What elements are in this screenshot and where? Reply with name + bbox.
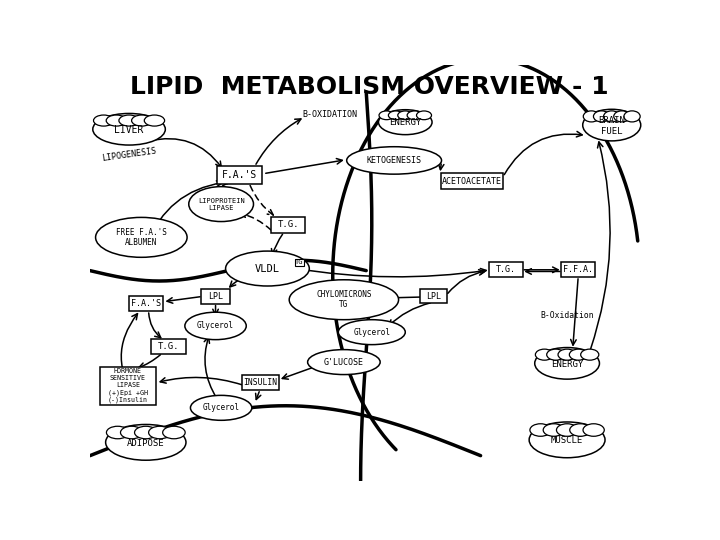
Text: T.G.: T.G. xyxy=(158,342,179,351)
Text: MUSCLE: MUSCLE xyxy=(551,436,583,446)
Text: LIVER: LIVER xyxy=(114,125,144,135)
Text: CHYLOMICRONS
TG: CHYLOMICRONS TG xyxy=(316,290,372,309)
Text: KETOGENESIS: KETOGENESIS xyxy=(366,156,422,165)
Ellipse shape xyxy=(106,424,186,460)
Text: B-OXIDATION: B-OXIDATION xyxy=(302,110,357,119)
Ellipse shape xyxy=(135,426,157,439)
Ellipse shape xyxy=(543,424,564,436)
Ellipse shape xyxy=(613,111,630,122)
Ellipse shape xyxy=(93,113,166,145)
Ellipse shape xyxy=(289,280,399,320)
Text: FREE F.A.'S
ALBUMEN: FREE F.A.'S ALBUMEN xyxy=(116,228,167,247)
Text: ENERGY: ENERGY xyxy=(389,118,421,127)
Ellipse shape xyxy=(593,111,610,122)
Text: Glycerol: Glycerol xyxy=(354,328,390,336)
Ellipse shape xyxy=(347,147,441,174)
Ellipse shape xyxy=(570,424,591,436)
Ellipse shape xyxy=(581,349,599,360)
Text: LPL: LPL xyxy=(426,292,441,301)
Text: ENERGY: ENERGY xyxy=(551,360,583,369)
Text: F.A.'S: F.A.'S xyxy=(131,299,161,308)
Ellipse shape xyxy=(190,395,252,420)
Text: B-Oxidation: B-Oxidation xyxy=(541,312,595,320)
Text: LIPOGENESIS: LIPOGENESIS xyxy=(101,147,157,163)
Ellipse shape xyxy=(582,109,641,141)
Ellipse shape xyxy=(558,349,576,360)
Ellipse shape xyxy=(94,115,114,126)
Text: LIPOPROTEIN
LIPASE: LIPOPROTEIN LIPASE xyxy=(198,198,245,211)
Ellipse shape xyxy=(132,115,152,126)
FancyBboxPatch shape xyxy=(201,289,230,304)
Ellipse shape xyxy=(189,187,253,221)
Text: LIPID  METABOLISM OVERVIEW - 1: LIPID METABOLISM OVERVIEW - 1 xyxy=(130,75,608,99)
Text: T.G.: T.G. xyxy=(277,220,299,230)
Text: F.A.'S: F.A.'S xyxy=(222,170,257,180)
FancyBboxPatch shape xyxy=(420,289,446,303)
FancyBboxPatch shape xyxy=(561,262,595,277)
Ellipse shape xyxy=(583,111,600,122)
FancyBboxPatch shape xyxy=(271,217,305,233)
FancyBboxPatch shape xyxy=(242,375,279,390)
Ellipse shape xyxy=(107,115,127,126)
Ellipse shape xyxy=(583,424,604,436)
Ellipse shape xyxy=(148,426,171,439)
Ellipse shape xyxy=(536,349,554,360)
Ellipse shape xyxy=(546,349,564,360)
Ellipse shape xyxy=(397,111,413,120)
Ellipse shape xyxy=(338,320,405,345)
Text: F.F.A.: F.F.A. xyxy=(563,265,593,274)
Ellipse shape xyxy=(535,348,600,379)
Ellipse shape xyxy=(96,218,187,258)
Ellipse shape xyxy=(570,349,588,360)
Text: HORMONE
SENSITIVE
LIPASE
(+)Epi +GH
(-)Insulin: HORMONE SENSITIVE LIPASE (+)Epi +GH (-)I… xyxy=(108,368,148,403)
FancyBboxPatch shape xyxy=(441,173,503,190)
FancyBboxPatch shape xyxy=(129,296,163,312)
Text: BRAIN
FUEL: BRAIN FUEL xyxy=(598,116,625,136)
Text: INSULIN: INSULIN xyxy=(243,379,277,387)
Text: Glycerol: Glycerol xyxy=(202,403,240,413)
Text: ACETOACETATE: ACETOACETATE xyxy=(442,177,503,186)
Text: G'LUCOSE: G'LUCOSE xyxy=(324,357,364,367)
Ellipse shape xyxy=(388,111,403,120)
Ellipse shape xyxy=(530,424,551,436)
FancyBboxPatch shape xyxy=(150,339,186,354)
Ellipse shape xyxy=(185,312,246,340)
Text: LPL: LPL xyxy=(208,292,223,301)
Ellipse shape xyxy=(529,422,605,458)
FancyBboxPatch shape xyxy=(217,166,262,184)
Text: T.G.: T.G. xyxy=(495,265,516,274)
FancyBboxPatch shape xyxy=(100,367,156,404)
Ellipse shape xyxy=(557,424,577,436)
Text: Glycerol: Glycerol xyxy=(197,321,234,330)
Ellipse shape xyxy=(107,426,129,439)
Ellipse shape xyxy=(624,111,640,122)
Text: TG: TG xyxy=(295,259,304,265)
Ellipse shape xyxy=(407,111,422,120)
Ellipse shape xyxy=(307,349,380,375)
Ellipse shape xyxy=(120,426,143,439)
Ellipse shape xyxy=(163,426,185,439)
FancyBboxPatch shape xyxy=(489,262,523,277)
Text: ADIPOSE: ADIPOSE xyxy=(127,438,165,448)
Ellipse shape xyxy=(379,111,394,120)
Ellipse shape xyxy=(603,111,620,122)
Ellipse shape xyxy=(416,111,431,120)
Ellipse shape xyxy=(144,115,165,126)
Ellipse shape xyxy=(119,115,139,126)
Text: VLDL: VLDL xyxy=(255,264,280,274)
Ellipse shape xyxy=(225,251,310,286)
Ellipse shape xyxy=(379,110,432,134)
